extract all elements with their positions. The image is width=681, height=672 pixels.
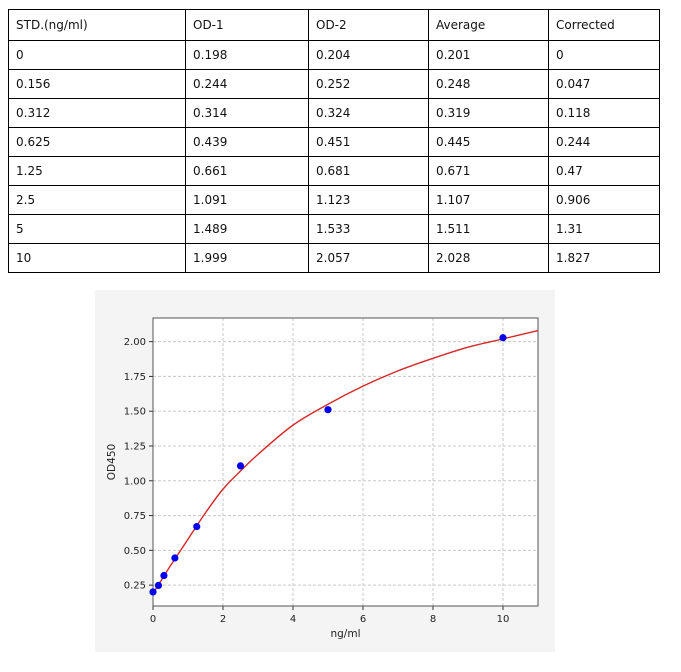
table-row: 0 0.198 0.204 0.201 0 <box>8 40 660 70</box>
y-tick-label: 1.50 <box>124 407 146 418</box>
table-cell: 1.123 <box>308 185 429 215</box>
data-point <box>160 571 168 580</box>
table-cell: 0.201 <box>428 40 549 70</box>
table-row: 5 1.489 1.533 1.511 1.31 <box>8 214 660 244</box>
table-row: 0.312 0.314 0.324 0.319 0.118 <box>8 98 660 128</box>
x-tick-label: 8 <box>430 614 436 625</box>
table-cell: 0.198 <box>185 40 309 70</box>
table-cell: 0.671 <box>428 156 549 186</box>
table-cell: 0.625 <box>8 127 186 157</box>
table-cell: 0.047 <box>548 69 660 99</box>
y-tick-label: 1.00 <box>124 476 146 487</box>
table-cell: 0.324 <box>308 98 429 128</box>
table-row: 1.25 0.661 0.681 0.671 0.47 <box>8 156 660 186</box>
table-cell: 0.244 <box>185 69 309 99</box>
y-tick-label: 0.25 <box>124 581 146 592</box>
table-cell: 0 <box>548 40 660 70</box>
table-cell: 1.107 <box>428 185 549 215</box>
chart-svg: 0 2 4 6 8 10 0.25 0.50 0.75 1.00 1.25 1.50 1.75 2.00 n… <box>106 317 539 640</box>
table-cell: 10 <box>8 243 186 273</box>
table-cell: 1.489 <box>185 214 309 244</box>
table-cell: 1.827 <box>548 243 660 273</box>
table-cell: 0.204 <box>308 40 429 70</box>
table-row: 2.5 1.091 1.123 1.107 0.906 <box>8 185 660 215</box>
table-cell: 0.252 <box>308 69 429 99</box>
column-header: OD-1 <box>185 9 309 41</box>
table-cell: 1.31 <box>548 214 660 244</box>
y-tick-label: 2.00 <box>124 337 146 348</box>
x-tick-label: 2 <box>220 614 226 625</box>
y-tick-label: 1.25 <box>124 442 146 453</box>
table-cell: 0.314 <box>185 98 309 128</box>
table-cell: 0.47 <box>548 156 660 186</box>
table-cell: 1.091 <box>185 185 309 215</box>
x-tick-label: 10 <box>497 614 510 625</box>
column-header: Average <box>428 9 549 41</box>
table-cell: 1.533 <box>308 214 429 244</box>
table-cell: 0.156 <box>8 69 186 99</box>
data-point <box>171 554 179 562</box>
y-tick-label: 1.75 <box>124 372 146 383</box>
x-tick-label: 6 <box>360 614 366 625</box>
table-cell: 0 <box>8 40 186 70</box>
table-cell: 0.319 <box>428 98 549 128</box>
table-cell: 1.999 <box>185 243 309 273</box>
x-tick-label: 4 <box>290 614 296 625</box>
table-cell: 2.028 <box>428 243 549 273</box>
table-cell: 0.451 <box>308 127 429 157</box>
plot-area <box>153 318 538 606</box>
table-cell: 5 <box>8 214 186 244</box>
table-cell: 0.906 <box>548 185 660 215</box>
table-cell: 2.057 <box>308 243 429 273</box>
plot-frame <box>152 317 539 607</box>
column-header: OD-2 <box>308 9 429 41</box>
table-cell: 1.25 <box>8 156 186 186</box>
table-row: 0.156 0.244 0.252 0.248 0.047 <box>8 69 660 99</box>
table-cell: 0.681 <box>308 156 429 186</box>
x-tick-label: 0 <box>150 614 156 625</box>
data-point <box>324 406 332 414</box>
x-axis-label: ng/ml <box>330 628 360 640</box>
column-header: Corrected <box>548 9 660 41</box>
y-axis-label: OD450 <box>106 444 118 480</box>
table-cell: 0.439 <box>185 127 309 157</box>
table-cell: 0.661 <box>185 156 309 186</box>
data-point <box>154 581 163 590</box>
standard-curve-table: STD.(ng/ml) OD-1 OD-2 Average Corrected 0 0.19… <box>8 9 660 273</box>
fit-curve-line <box>152 329 539 594</box>
table-header-row: STD.(ng/ml) OD-1 OD-2 Average Corrected <box>8 9 660 41</box>
y-tick-label: 0.75 <box>124 511 146 522</box>
data-point <box>193 522 201 531</box>
table-cell: 1.511 <box>428 214 549 244</box>
table-row: 0.625 0.439 0.451 0.445 0.244 <box>8 127 660 157</box>
data-point <box>149 588 157 596</box>
data-point <box>499 334 507 342</box>
table-cell: 0.248 <box>428 69 549 99</box>
table-cell: 0.312 <box>8 98 186 128</box>
table-cell: 0.445 <box>428 127 549 157</box>
table-cell: 2.5 <box>8 185 186 215</box>
table-cell: 0.118 <box>548 98 660 128</box>
standard-curve-chart: 0 2 4 6 8 10 0.25 0.50 0.75 1.00 1.25 1.50 1.75 2.00 n… <box>95 290 555 652</box>
data-point <box>236 462 245 470</box>
column-header: STD.(ng/ml) <box>8 9 186 41</box>
y-tick-label: 0.50 <box>124 546 146 557</box>
table-row: 10 1.999 2.057 2.028 1.827 <box>8 243 660 273</box>
table-cell: 0.244 <box>548 127 660 157</box>
